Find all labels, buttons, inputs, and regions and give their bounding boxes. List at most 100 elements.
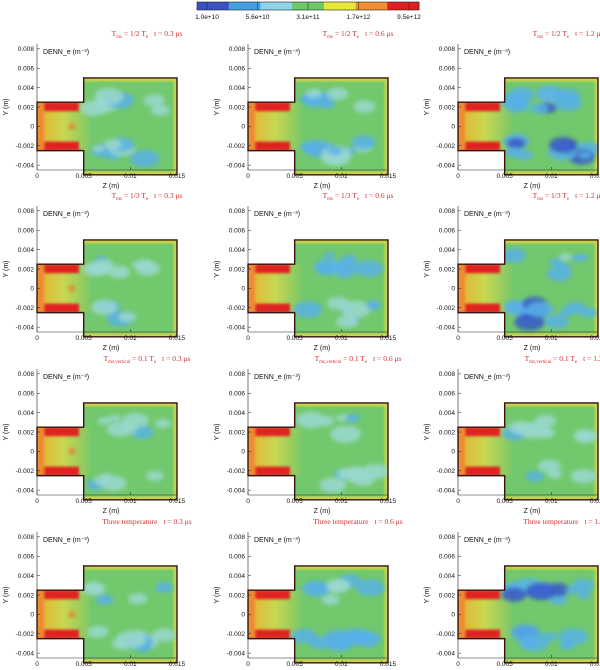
low-density-blob (107, 265, 131, 279)
domain-outline (36, 77, 178, 176)
rim-top (294, 565, 388, 569)
low-density-blob (326, 578, 351, 593)
x-tick-label: 0.01 (124, 173, 137, 180)
heatmap-panel: Tms,vertical = 0.1 Te t = 0.3 μs 0.008 0.00… (3, 354, 190, 515)
rim-bottom (83, 496, 177, 500)
x-axis-label: Z (m) (524, 345, 541, 352)
y-axis-label: Y (m) (214, 424, 221, 441)
hot-wall-left (37, 264, 44, 313)
low-density-blob (115, 630, 147, 649)
x-tick-label: 0.01 (335, 173, 348, 180)
hot-wall-bottom (37, 466, 79, 476)
rim-bottom (294, 496, 388, 500)
hot-wall-left (248, 427, 255, 476)
y-axis-label: Y (m) (3, 261, 10, 278)
hot-wall-left (458, 590, 465, 639)
x-tick-label: 0.005 (287, 335, 304, 342)
low-density-blob (526, 301, 554, 318)
y-tick-label: -0.002 (437, 143, 456, 150)
time-label: t = 0.3 μs (154, 29, 182, 38)
hot-wall-left (248, 264, 255, 313)
colorbar-ticks: 1.0e+10 5.6e+10 3.1e+11 1.7e+12 9.5e+12 (195, 2, 421, 21)
low-density-blob (143, 94, 165, 107)
time-label: t = 1.2 μs (583, 354, 600, 363)
panel-title: Tms = 1/3 Te t = 0.6 μs (323, 191, 394, 202)
hot-spot (69, 285, 75, 292)
quantity-label: DENN_e (m⁻³) (464, 537, 510, 544)
low-density-blob (350, 631, 373, 645)
y-tick-label: 0.004 (229, 573, 246, 580)
x-tick-label: 0.005 (287, 498, 304, 505)
low-density-blob (99, 475, 127, 491)
low-density-blob (154, 419, 171, 429)
low-density-blob (501, 248, 527, 263)
x-tick-label: 0 (246, 335, 250, 342)
low-density-blob (559, 253, 572, 261)
x-tick-label: 0.01 (335, 335, 348, 342)
quantity-label: DENN_e (m⁻³) (43, 211, 89, 218)
y-axis-label: Y (m) (3, 587, 10, 604)
case-label-main: T (104, 354, 109, 363)
hot-wall-layer (37, 565, 177, 663)
x-tick-label: 0.01 (545, 173, 558, 180)
x-axis-label: Z (m) (103, 508, 120, 515)
time-label: t = 1.2 μs (575, 29, 600, 38)
low-density-blob (365, 300, 381, 309)
rim-top (294, 402, 388, 406)
case-label-eq: = 1/2 T (543, 29, 567, 38)
hot-wall-left (248, 590, 255, 639)
y-tick-label: 0.002 (229, 592, 246, 599)
case-label: Three temperature (313, 517, 369, 526)
low-density-blob (155, 582, 174, 593)
low-density-blob (122, 412, 149, 428)
low-density-blob (305, 88, 322, 99)
x-tick-label: 0.005 (76, 335, 93, 342)
panel-title: Three temperature t = 0.3 μs (102, 517, 192, 526)
low-density-blob (150, 105, 170, 116)
time-label: t = 0.6 μs (365, 191, 393, 200)
y-tick-label: -0.004 (437, 487, 456, 494)
y-tick-label: 0.006 (18, 66, 35, 73)
low-density-blob (82, 262, 108, 277)
domain-outline (247, 565, 389, 664)
hot-wall-top (458, 102, 500, 112)
y-tick-label: 0.006 (18, 228, 35, 235)
density-field (458, 77, 598, 175)
y-tick-label: 0.006 (18, 554, 35, 561)
y-tick-label: 0 (451, 286, 455, 293)
domain-outline (457, 402, 599, 501)
x-tick-label: 0.015 (169, 498, 186, 505)
low-density-blob (335, 414, 348, 422)
case-label-sub2: e (146, 35, 149, 40)
y-tick-label: 0.006 (439, 66, 456, 73)
rim-top (83, 402, 177, 406)
x-axis-label: Z (m) (314, 508, 331, 515)
low-density-layer (293, 251, 384, 328)
y-axis-label: Y (m) (214, 261, 221, 278)
panel-title: Three temperature t = 0.6 μs (313, 517, 403, 526)
hot-wall-top (37, 102, 79, 112)
rim-right (385, 239, 388, 337)
hot-wall-bottom (248, 141, 290, 151)
y-tick-label: -0.004 (16, 487, 35, 494)
y-tick-label: -0.004 (16, 162, 35, 169)
case-label-eq: = 0.1 T (551, 354, 575, 363)
case-label-main: T (533, 191, 538, 200)
x-tick-label: 0.005 (76, 498, 93, 505)
y-tick-label: 0.004 (439, 85, 456, 92)
y-tick-label: 0.004 (18, 247, 35, 254)
y-tick-label: 0.006 (439, 228, 456, 235)
colorbar-tick-label: 5.6e+10 (246, 14, 270, 21)
low-density-blob (323, 251, 336, 259)
low-density-blob (571, 578, 595, 592)
quantity-label: DENN_e (m⁻³) (254, 537, 300, 544)
low-density-blob (553, 93, 565, 100)
low-density-blob (324, 629, 352, 646)
quantity-label: DENN_e (m⁻³) (464, 374, 510, 381)
low-density-blob (505, 147, 523, 158)
x-tick-label: 0.005 (497, 661, 514, 668)
y-tick-label: -0.002 (16, 468, 35, 475)
hot-wall-left (458, 102, 465, 151)
density-field (458, 239, 598, 337)
rim-top (504, 402, 598, 406)
